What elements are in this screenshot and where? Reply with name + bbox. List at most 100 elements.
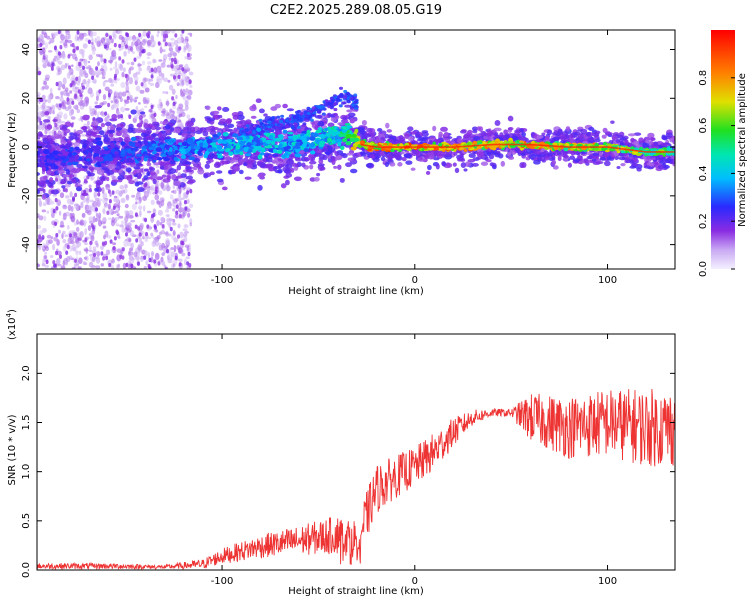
spectrogram-speckle — [148, 78, 154, 82]
spectrogram-speckle — [178, 113, 183, 118]
spectrogram-speckle — [86, 175, 90, 180]
spectrogram-speckle — [165, 112, 170, 116]
spectrogram-speckle — [135, 85, 141, 92]
spectrogram-branch — [303, 110, 308, 114]
spectrogram-band — [81, 192, 89, 196]
spectrogram-band — [257, 173, 264, 178]
spectrogram-speckle — [58, 111, 63, 117]
spectrogram-speckle — [104, 111, 108, 116]
spectrogram-branch — [321, 112, 326, 116]
spectrogram-band — [146, 162, 152, 167]
spectrogram-band — [419, 137, 427, 142]
spectrogram-speckle — [169, 226, 173, 232]
spectrogram-speckle — [154, 194, 160, 201]
spectrogram-speckle — [102, 93, 107, 101]
spectrogram-speckle — [112, 30, 116, 38]
spectrogram-speckle — [139, 210, 142, 218]
spectrogram-speckle — [52, 194, 57, 197]
spectrogram-speckle — [160, 62, 166, 68]
spectrogram-speckle — [103, 58, 107, 64]
spectrogram-speckle — [86, 120, 90, 126]
spectrogram-band — [380, 156, 386, 162]
spectrogram-speckle — [124, 107, 130, 111]
spectrogram-band — [146, 137, 154, 141]
spectrogram-speckle — [104, 80, 109, 83]
spectrogram-band — [136, 187, 145, 193]
spectrogram-speckle — [189, 189, 193, 194]
spectrogram-speckle — [185, 256, 190, 260]
spectrogram-speckle — [140, 241, 144, 247]
spectrogram-speckle — [58, 229, 61, 234]
spectrogram-band — [533, 159, 541, 165]
spectrogram-speckle — [87, 60, 91, 64]
spectrogram-band — [49, 177, 54, 183]
spectrogram-speckle — [135, 201, 138, 205]
spectrogram-speckle — [126, 96, 130, 101]
spectrogram-speckle — [97, 192, 101, 197]
spectrogram-band — [242, 162, 248, 167]
spectrogram-speckle — [121, 59, 125, 64]
spectrogram-speckle — [95, 69, 100, 76]
spectrogram-speckle — [173, 39, 179, 46]
spectrogram-speckle — [90, 235, 95, 242]
spectrogram-speckle — [74, 86, 79, 90]
spectrogram-speckle — [115, 196, 120, 204]
spectrogram-speckle — [109, 79, 115, 84]
spectrogram-band — [160, 130, 166, 134]
spectrogram-speckle — [154, 186, 158, 191]
spectrogram-speckle — [49, 37, 55, 44]
spectrogram-band — [285, 172, 293, 178]
spectrogram-speckle — [47, 94, 53, 99]
spectrogram-band — [330, 117, 337, 122]
spectrogram-speckle — [150, 44, 155, 48]
spectrogram-speckle — [52, 58, 57, 62]
spectrogram-speckle — [102, 217, 107, 224]
spectrogram-band — [263, 113, 268, 117]
spectrogram-band — [67, 174, 75, 178]
spectrogram-band — [250, 115, 257, 119]
spectrogram-band — [536, 135, 544, 139]
spectrogram-band — [109, 124, 116, 130]
spectrogram-band — [205, 105, 211, 111]
spectrogram-band — [672, 139, 675, 145]
spectrogram-speckle — [153, 112, 157, 118]
spectrogram-speckle — [76, 36, 80, 41]
spectrogram-band — [334, 156, 342, 161]
spectrogram-speckle — [66, 256, 71, 262]
spectrogram-speckle — [139, 222, 144, 229]
spectrogram-band — [494, 120, 501, 126]
spectrogram-band — [52, 118, 58, 123]
spectrogram-speckle — [150, 251, 155, 257]
spectrogram-speckle — [115, 210, 119, 213]
spectrogram-branch — [333, 107, 338, 112]
spectrogram-speckle — [126, 62, 130, 65]
spectrogram-speckle — [162, 58, 166, 64]
spectrogram-band — [342, 118, 349, 125]
spectrogram-speckle — [95, 207, 98, 212]
spectrogram-band — [141, 129, 147, 133]
spectrogram-band — [665, 158, 672, 164]
spectrogram-branch — [307, 115, 312, 119]
spectrogram-speckle — [147, 236, 152, 240]
spectrogram-speckle — [56, 179, 61, 185]
spectrogram-speckle — [43, 32, 48, 39]
spectrogram-band — [661, 135, 667, 140]
spectrogram-speckle — [173, 57, 177, 62]
spectrogram-branch — [302, 122, 307, 126]
spectrogram-speckle — [179, 201, 182, 208]
spectrogram-speckle — [49, 107, 52, 115]
spectrogram-speckle — [60, 120, 66, 124]
spectrogram-speckle — [102, 225, 107, 229]
spectrogram-band — [176, 139, 183, 144]
spectrogram-band — [445, 138, 451, 143]
spectrogram-speckle — [88, 232, 92, 237]
spectrogram-band — [280, 183, 287, 189]
spectrogram-speckle — [181, 240, 185, 246]
spectrogram-speckle — [126, 32, 130, 38]
spectrogram-band — [144, 130, 152, 135]
spectrogram-speckle — [42, 85, 45, 90]
spectrogram-speckle — [92, 31, 97, 36]
spectrogram-speckle — [119, 63, 123, 70]
spectrogram-band — [121, 133, 129, 138]
